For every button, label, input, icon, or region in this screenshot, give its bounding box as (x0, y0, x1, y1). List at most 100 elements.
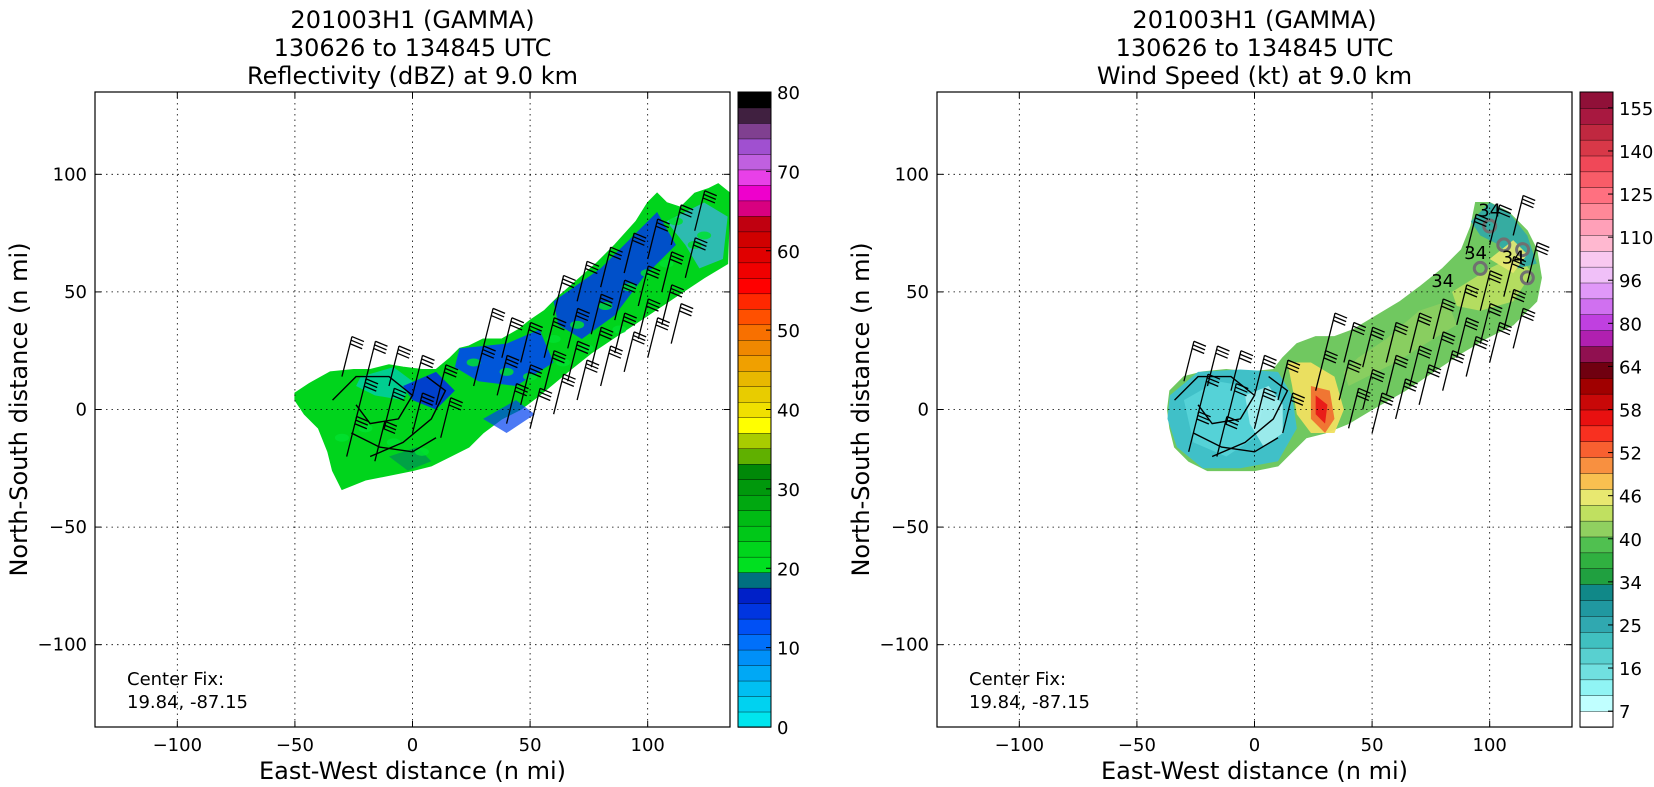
colorbar-segment (1579, 456, 1614, 474)
wind-barb (1489, 321, 1512, 363)
x-tick-label: 100 (1473, 735, 1507, 756)
wind-barb-flag (575, 314, 589, 322)
colorbar-segment (737, 602, 772, 620)
wind-barb (473, 345, 496, 387)
wind-barb-flag (623, 283, 637, 290)
wind-barb-flag (1513, 256, 1527, 263)
wind-barb (552, 274, 576, 316)
wind-barb-flag (1216, 348, 1229, 356)
colorbar-segment (737, 556, 772, 573)
wind-barb-flag (562, 278, 575, 285)
wind-barb-flag (528, 329, 542, 336)
wind-barb-flag (1395, 358, 1408, 365)
wind-barb-staff (1282, 392, 1294, 434)
wind-barb-flag (1395, 321, 1409, 329)
wind-barb-flag (539, 387, 553, 394)
wind-barb-flag (1334, 312, 1348, 319)
wind-barb-flag (655, 225, 669, 232)
wind-barb-flag (1264, 387, 1277, 394)
wind-barb-staff (501, 317, 513, 358)
wind-barb-staff (1362, 369, 1374, 410)
y-tick-label: −100 (38, 635, 87, 656)
wind-barb-flag (421, 358, 434, 365)
wind-barb-flag (1417, 352, 1431, 359)
wind-barb-flag (1466, 317, 1480, 324)
data-speck (621, 283, 636, 292)
wind-barb (364, 340, 388, 382)
chart-title-line: 130626 to 134845 UTC (1116, 34, 1394, 62)
colorbar-segment (737, 695, 772, 713)
colorbar-segment (737, 587, 772, 604)
wind-barb-staff (355, 378, 367, 420)
streamline (369, 376, 447, 458)
wind-barb-flag (1522, 194, 1536, 202)
wind-barb-staff (1489, 204, 1501, 246)
wind-barb (1456, 284, 1480, 325)
wind-barb-staff (567, 341, 579, 382)
wind-barb-flag (1380, 399, 1393, 406)
wind-barb-staff (1432, 298, 1444, 340)
wind-barb-staff (1385, 355, 1397, 396)
colorbar-segment (1579, 615, 1614, 633)
wind-barb-flag (1325, 350, 1338, 357)
wind-barb-staff (435, 364, 447, 405)
wind-barb-flag (422, 354, 435, 361)
wind-barb-flag (1217, 345, 1230, 352)
wind-barb (374, 420, 398, 462)
wind-barb-flag (585, 363, 599, 370)
wind-barb (600, 246, 623, 288)
wind-barb-flag (1489, 273, 1502, 280)
wind-barb-staff (1277, 359, 1289, 401)
wind-barb-flag (1464, 291, 1478, 298)
wind-barb-staff (600, 247, 612, 288)
y-tick-label: 0 (918, 400, 929, 421)
wind-barb (1418, 364, 1442, 405)
wind-barb-flag (1206, 377, 1220, 384)
wind-barb-staff (1479, 303, 1491, 344)
wind-barb-flag (599, 333, 612, 340)
streamline (1193, 432, 1279, 453)
wind-barb (552, 373, 576, 415)
colorbar-tick-label: 125 (1619, 185, 1653, 206)
colorbar-tick-label: 7 (1619, 702, 1630, 723)
wind-barb-flag (1475, 339, 1488, 346)
wind-barb-flag (647, 269, 660, 276)
wind-barb-staff (1465, 214, 1477, 255)
data-band (1343, 301, 1457, 386)
colorbar-segment (1579, 425, 1614, 442)
wind-barb (614, 312, 638, 354)
wind-barb-flag (586, 359, 600, 366)
wind-barb-staff (1526, 242, 1538, 283)
colorbar-segment (1579, 345, 1614, 363)
wind-barb-flag (703, 193, 717, 200)
colorbar-segment (1579, 202, 1614, 220)
wind-barb-flag (1465, 320, 1479, 327)
wind-barb-flag (624, 312, 638, 319)
data-field (294, 183, 730, 491)
wind-barb (1385, 321, 1409, 363)
wind-barb (1188, 411, 1211, 452)
wind-barb-flag (1347, 366, 1360, 373)
wind-barb-flag (420, 361, 433, 369)
colorbar-segment (737, 231, 772, 248)
colorbar-tick-label: 0 (777, 718, 788, 739)
wind-barb-flag (1351, 329, 1365, 336)
wind-barb-flag (422, 392, 435, 399)
wind-barb-flag (622, 286, 636, 293)
wind-barb (355, 378, 379, 420)
colorbar-segment (1579, 663, 1614, 681)
wind-barb-flag (600, 330, 613, 337)
wind-barb-staff (1418, 364, 1430, 405)
wind-barb-staff (364, 341, 377, 382)
wind-barb-staff (346, 416, 358, 457)
wind-barb-flag (1475, 217, 1488, 224)
wind-barb-flag (382, 427, 396, 435)
wind-barb (1489, 204, 1512, 246)
data-speck (697, 231, 712, 240)
wind-barb (1362, 326, 1385, 368)
wind-barb-staff (661, 284, 673, 325)
wind-barb-staff (1489, 322, 1501, 363)
wind-barb-flag (528, 371, 542, 378)
colorbar-segment (1579, 393, 1614, 411)
wind-barb-staff (411, 355, 424, 396)
